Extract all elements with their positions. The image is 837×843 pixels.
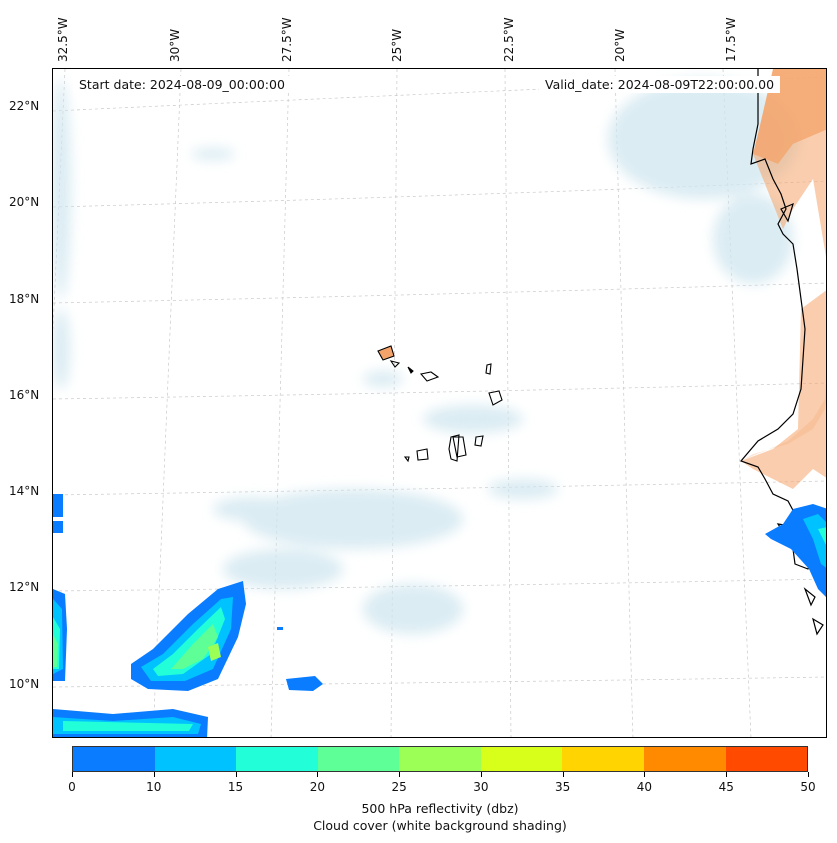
colorbar-segment: [643, 747, 726, 771]
colorbar-subtitle: Cloud cover (white background shading): [313, 818, 567, 833]
map-frame: [52, 68, 827, 738]
colorbar-segment: [154, 747, 237, 771]
colorbar: [72, 746, 808, 772]
latitude-label: 14°N: [9, 484, 40, 498]
colorbar-tick-label: 15: [227, 780, 244, 794]
colorbar-tick-label: 30: [473, 780, 489, 794]
colorbar-tick-label: 40: [636, 780, 653, 794]
valid-date-label: Valid_date: 2024-08-09T22:00:00.00: [539, 76, 781, 93]
colorbar-tick-label: 35: [555, 780, 571, 794]
colorbar-segment: [399, 747, 481, 771]
colorbar-tick: [399, 772, 401, 777]
colorbar-segment: [236, 747, 318, 771]
colorbar-segment: [725, 747, 808, 771]
colorbar-tick: [235, 772, 237, 777]
colorbar-tick: [562, 772, 564, 777]
longitude-label: 20°W: [613, 28, 627, 62]
colorbar-segment: [480, 747, 563, 771]
coastline: [739, 69, 826, 636]
colorbar-segment: [317, 747, 400, 771]
colorbar-tick-label: 25: [391, 780, 407, 794]
colorbar-tick: [72, 772, 73, 777]
colorbar-tick: [726, 772, 728, 777]
colorbar-tick-label: 50: [800, 780, 816, 794]
longitude-label: 30°W: [168, 28, 182, 62]
colorbar-tick-label: 10: [146, 780, 162, 794]
colorbar-tick: [644, 772, 646, 777]
latitude-label: 22°N: [9, 99, 40, 113]
latitude-label: 20°N: [9, 195, 40, 209]
colorbar-segment: [562, 747, 644, 771]
colorbar-title: 500 hPa reflectivity (dbz): [361, 801, 519, 816]
colorbar-tick: [808, 772, 809, 777]
reflectivity-field: [53, 494, 826, 737]
longitude-label: 32.5°W: [56, 17, 70, 62]
colorbar-tick: [480, 772, 482, 777]
longitude-label: 17.5°W: [724, 17, 738, 62]
colorbar-tick-label: 45: [718, 780, 734, 794]
latitude-label: 16°N: [9, 388, 40, 402]
cape-verde-islands: [377, 345, 503, 463]
cloud-cover: [53, 79, 798, 634]
colorbar-segment: [73, 747, 155, 771]
start-date-label: Start date: 2024-08-09_00:00:00: [73, 76, 291, 93]
colorbar-tick-label: 0: [68, 780, 76, 794]
map-canvas: [53, 69, 826, 737]
latitude-label: 12°N: [9, 580, 40, 594]
colorbar-tick: [153, 772, 155, 777]
colorbar-tick: [317, 772, 319, 777]
longitude-label: 27.5°W: [280, 17, 294, 62]
longitude-label: 25°W: [390, 28, 404, 62]
latitude-label: 10°N: [9, 677, 40, 691]
latitude-label: 18°N: [9, 292, 40, 306]
longitude-label: 22.5°W: [502, 17, 516, 62]
colorbar-tick-label: 20: [309, 780, 325, 794]
